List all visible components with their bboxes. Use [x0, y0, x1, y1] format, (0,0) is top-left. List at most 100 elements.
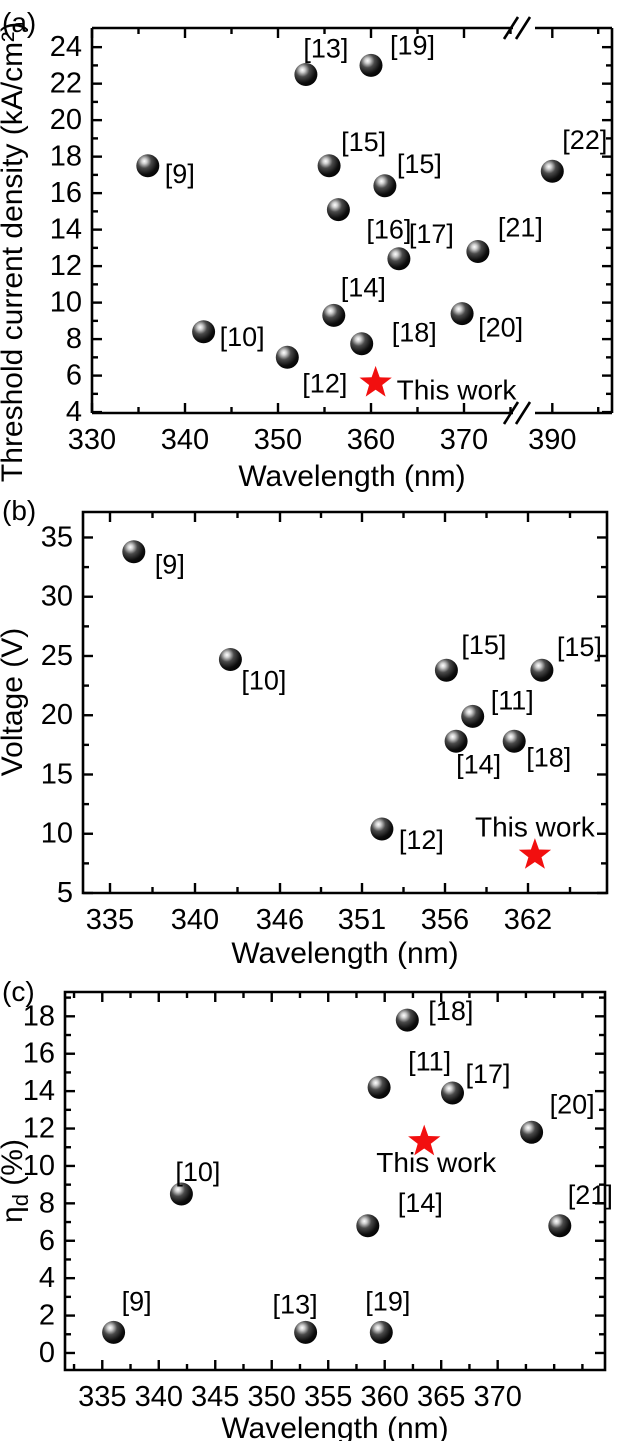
point-ref-label: [21] [568, 1180, 613, 1210]
y-tick-label: 25 [41, 640, 73, 672]
y-tick-label: 22 [50, 68, 82, 100]
point-ref-label: [13] [303, 34, 348, 64]
x-tick-label: 330 [68, 424, 116, 456]
x-tick-label: 350 [254, 424, 302, 456]
data-point-sphere-14 [322, 303, 346, 327]
point-ref-label: [18] [392, 318, 437, 348]
data-point-sphere-16 [326, 198, 350, 222]
point-ref-label: [18] [428, 996, 473, 1026]
point-ref-label: [19] [390, 30, 435, 60]
data-point-sphere-22 [540, 159, 564, 183]
x-tick-label: 362 [504, 904, 552, 936]
y-tick-label: 15 [41, 758, 73, 790]
point-ref-label: [16] [366, 215, 411, 245]
panel-letter-a: (a) [2, 7, 36, 38]
this-work-label: This work [397, 374, 518, 405]
data-point-sphere-10 [218, 648, 242, 671]
data-points: [9] [10] [12] [15] [11] [14] [18] [15] [122, 540, 602, 855]
x-tick-label: 335 [86, 904, 134, 936]
y-tick-label: 20 [41, 699, 73, 731]
this-work-marker: This work [359, 365, 518, 405]
x-axis-title: Wavelength (nm) [238, 460, 465, 493]
point-ref-label: [17] [466, 1059, 511, 1089]
data-point-sphere-14 [356, 1214, 380, 1238]
point-ref-label: [19] [365, 1286, 410, 1316]
x-tick-label: 335 [78, 1381, 126, 1413]
y-tick-label: 10 [50, 287, 82, 319]
data-point-sphere-15 [434, 658, 458, 682]
y-tick-label: 2 [39, 1300, 55, 1332]
data-point-sphere-15 [530, 658, 554, 682]
data-points: [9] [10] [13] [19] [14] [11] [18] [17] [20] [21] [102, 996, 613, 1344]
point-ref-label: [21] [498, 213, 543, 243]
data-point-sphere-21 [548, 1214, 572, 1238]
point-ref-label: [10] [241, 666, 286, 696]
point-ref-label: [11] [408, 1046, 451, 1076]
this-work-label: This work [475, 812, 596, 843]
data-point-sphere-11 [461, 704, 485, 728]
point-ref-label: [15] [557, 632, 602, 662]
x-tick-label: 365 [417, 1381, 465, 1413]
x-axis-title: Wavelength (nm) [221, 1412, 448, 1441]
x-tick-label: 351 [338, 904, 386, 936]
panel-letter-c: (c) [2, 976, 35, 1007]
data-point-sphere-19 [369, 1320, 393, 1344]
plot-border [90, 26, 614, 415]
y-tick-label: 5 [57, 877, 73, 909]
y-tick-label: 12 [50, 250, 82, 282]
this-work-star-icon [408, 1124, 441, 1156]
point-ref-label: [15] [397, 149, 442, 179]
y-tick-label: 8 [66, 323, 82, 355]
this-work-star-icon [359, 365, 392, 397]
y-tick-label: 14 [50, 214, 82, 246]
panel-a: 330 340 350 360 370 390 4 6 8 10 12 14 16 18 20 22 24 Wav… [0, 7, 614, 493]
point-ref-label: [17] [409, 219, 454, 249]
x-tick-label: 340 [135, 1381, 183, 1413]
y-tick-label: 10 [41, 818, 73, 850]
point-ref-label: [14] [398, 1188, 443, 1218]
data-point-sphere-14 [444, 729, 468, 753]
y-tick-label: 16 [23, 1038, 55, 1070]
x-tick-label: 360 [361, 1381, 409, 1413]
data-point-sphere-20 [520, 1120, 544, 1144]
data-point-sphere-12 [370, 817, 394, 841]
data-point-sphere-10 [192, 320, 216, 344]
x-tick-label: 340 [171, 904, 219, 936]
x-tick-label: 345 [191, 1381, 239, 1413]
this-work-marker: This work [376, 1124, 497, 1178]
data-point-sphere-12 [275, 345, 299, 369]
data-point-sphere-13 [294, 1320, 318, 1344]
data-point-sphere-21 [466, 240, 490, 263]
data-point-sphere-17 [387, 247, 411, 271]
y-tick-label: 35 [41, 521, 73, 553]
data-point-sphere-9 [122, 540, 146, 564]
tick-marks [65, 992, 605, 1370]
point-ref-label: [20] [550, 1089, 595, 1119]
y-tick-label: 16 [50, 177, 82, 209]
data-point-sphere-10 [169, 1182, 193, 1206]
point-ref-label: [11] [491, 685, 534, 715]
x-tick-label: 350 [248, 1381, 296, 1413]
point-ref-label: [15] [461, 630, 506, 660]
x-tick-label: 370 [473, 1381, 521, 1413]
point-ref-label: [10] [220, 322, 265, 352]
data-point-sphere-11 [367, 1075, 391, 1099]
data-point-sphere-17 [441, 1081, 464, 1105]
data-point-sphere-13 [294, 63, 318, 86]
point-ref-label: [22] [562, 125, 607, 155]
data-point-sphere-9 [136, 154, 160, 178]
y-tick-label: 20 [50, 104, 82, 136]
x-axis-title: Wavelength (nm) [231, 937, 458, 970]
x-tick-label: 340 [161, 424, 209, 456]
y-tick-label: 4 [66, 396, 82, 428]
point-ref-label: [9] [155, 550, 185, 580]
this-work-label: This work [376, 1147, 497, 1178]
data-point-sphere-9 [102, 1320, 126, 1344]
x-tick-label: 346 [256, 904, 304, 936]
y-axis-title: ηd (%) [0, 1139, 33, 1223]
point-ref-label: [13] [273, 1289, 318, 1319]
tick-marks [83, 512, 607, 895]
axis-break-slash-icon [514, 16, 532, 40]
data-point-sphere-15 [317, 154, 341, 178]
y-tick-label: 6 [66, 360, 82, 392]
